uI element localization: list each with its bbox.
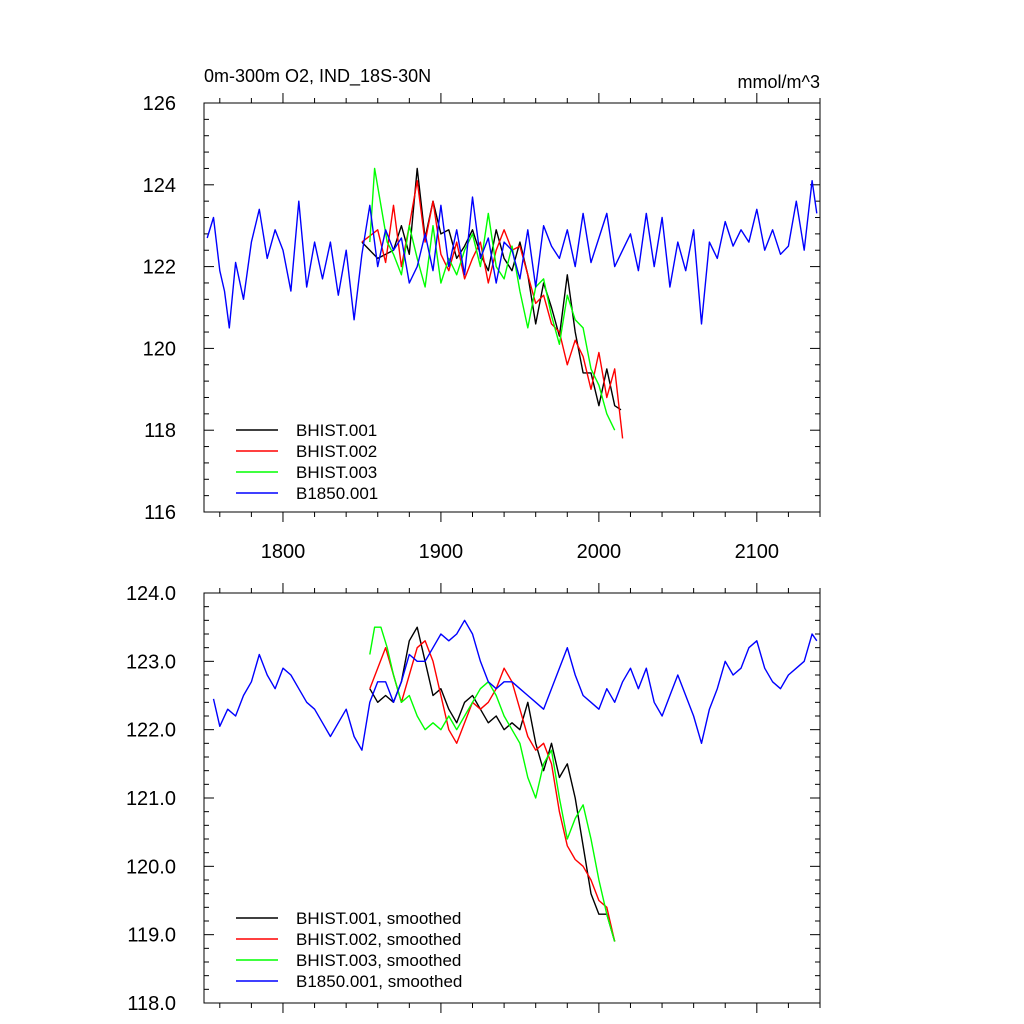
series-line-bhist-002 xyxy=(361,179,624,439)
x-tick-label: 1800 xyxy=(261,541,306,563)
top-panel-legend: BHIST.001 BHIST.002 BHIST.003 B1850.001 xyxy=(236,421,378,503)
y-tick-label: 123.0 xyxy=(126,651,176,673)
y-tick-label: 118.0 xyxy=(127,993,176,1015)
bottom-panel-legend: BHIST.001, smoothed BHIST.002, smoothed BH… xyxy=(236,909,462,991)
series-line-bhist-003 xyxy=(369,167,616,431)
y-tick-label: 121.0 xyxy=(126,788,176,810)
y-tick-label: 124.0 xyxy=(126,583,176,605)
y-tick-label: 118 xyxy=(144,420,176,442)
y-tick-label: 119.0 xyxy=(127,925,176,947)
legend-label: BHIST.001, smoothed xyxy=(296,909,461,928)
x-tick-label: 2000 xyxy=(577,541,622,563)
top-panel-series xyxy=(206,167,818,439)
bottom-panel-series xyxy=(212,619,818,942)
series-line-bhist-003-smoothed xyxy=(369,626,616,942)
series-line-b1850-001 xyxy=(206,179,818,329)
y-tick-label: 122 xyxy=(143,257,176,279)
legend-label: BHIST.003, smoothed xyxy=(296,951,461,970)
y-tick-label: 120 xyxy=(143,338,176,360)
series-line-bhist-001-smoothed xyxy=(369,626,616,942)
y-tick-label: 120.0 xyxy=(126,856,176,878)
top-panel: 0m-300m O2, IND_18S-30N mmol/m^3 1161181… xyxy=(143,66,821,563)
x-tick-label: 1900 xyxy=(419,541,464,563)
bottom-panel: 118.0 119.0 120.0 121.0 122.0 123.0 124.0 BHIS… xyxy=(126,583,821,1015)
series-line-b1850-001-smoothed xyxy=(212,619,818,751)
series-line-bhist-001 xyxy=(361,167,622,411)
y-tick-label: 124 xyxy=(143,175,176,197)
legend-label: B1850.001 xyxy=(296,484,378,503)
plot-frame xyxy=(203,102,821,513)
series-line-bhist-002-smoothed xyxy=(369,640,616,942)
panel-title-left: 0m-300m O2, IND_18S-30N xyxy=(204,66,431,87)
panel-units-label: mmol/m^3 xyxy=(738,72,820,92)
y-tick-label: 126 xyxy=(143,93,176,115)
legend-label: BHIST.002, smoothed xyxy=(296,930,461,949)
bottom-panel-axes: 118.0 119.0 120.0 121.0 122.0 123.0 124.0 xyxy=(126,583,821,1015)
y-tick-label: 122.0 xyxy=(126,720,176,742)
legend-label: B1850.001, smoothed xyxy=(296,972,462,991)
y-tick-label: 116 xyxy=(144,502,176,524)
legend-label: BHIST.002 xyxy=(296,442,377,461)
x-tick-label: 2100 xyxy=(735,541,780,563)
legend-label: BHIST.001 xyxy=(296,421,377,440)
top-panel-axes: 116 118 120 122 124 126 1800 1900 2000 2100 xyxy=(143,93,821,563)
legend-label: BHIST.003 xyxy=(296,463,377,482)
